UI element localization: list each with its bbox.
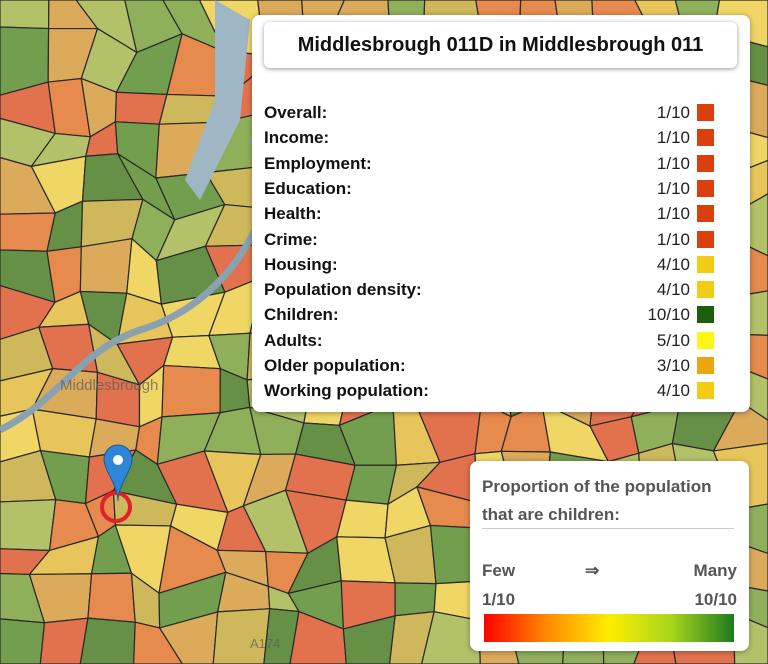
- row-score: 4/10: [656, 280, 690, 300]
- row-label: Housing:: [264, 254, 338, 274]
- row-score: 1/10: [656, 178, 690, 198]
- area[interactable]: [289, 610, 347, 664]
- score-row: Health: 1/10: [264, 203, 714, 225]
- area[interactable]: [158, 611, 219, 664]
- score-row: Overall: 1/10: [264, 102, 714, 124]
- area[interactable]: [161, 364, 221, 418]
- row-label: Employment:: [264, 153, 372, 173]
- area[interactable]: [263, 608, 300, 664]
- arrow: ⇒: [585, 561, 600, 580]
- row-swatch: [697, 382, 714, 400]
- row-label: Education:: [264, 178, 352, 198]
- row-label: Crime:: [264, 229, 318, 249]
- min-label: 1/10: [482, 590, 516, 609]
- divider: [482, 528, 734, 529]
- score-row: Adults: 5/10: [264, 330, 714, 352]
- area[interactable]: [712, 400, 768, 452]
- area[interactable]: [114, 91, 168, 125]
- pin-dot: [113, 455, 123, 465]
- score-row: Housing: 4/10: [264, 254, 714, 276]
- area[interactable]: [0, 212, 57, 252]
- panel-title: Middlesbrough 011D in Middlesbrough 011: [264, 22, 737, 68]
- score-row: Working population: 4/10: [264, 380, 714, 402]
- area[interactable]: [79, 237, 133, 294]
- row-swatch: [697, 306, 714, 324]
- high-text: Many: [693, 561, 737, 580]
- area[interactable]: [39, 617, 89, 664]
- info-panel: Middlesbrough 011D in Middlesbrough 011 …: [252, 15, 750, 412]
- legend-panel: Proportion of the population that are ch…: [470, 461, 749, 651]
- row-swatch: [697, 357, 714, 374]
- color-scale: [484, 614, 734, 642]
- row-swatch: [697, 179, 714, 197]
- row-swatch: [697, 129, 714, 147]
- row-score: 1/10: [656, 153, 690, 173]
- area[interactable]: [394, 582, 437, 617]
- row-swatch: [697, 154, 714, 172]
- score-row: Children: 10/10: [264, 304, 714, 326]
- row-label: Overall:: [264, 103, 328, 122]
- row-score: 1/10: [656, 204, 690, 224]
- row-score: 1/10: [656, 229, 690, 249]
- area[interactable]: [87, 572, 136, 623]
- location-pin[interactable]: [103, 444, 133, 502]
- row-label: Health:: [264, 204, 322, 224]
- row-score: 10/10: [647, 305, 690, 325]
- area[interactable]: [0, 499, 57, 552]
- score-row: Employment: 1/10: [264, 153, 714, 175]
- low-text: Few: [482, 561, 516, 580]
- area[interactable]: [0, 618, 46, 664]
- row-score: 4/10: [656, 254, 690, 274]
- score-row: Education: 1/10: [264, 178, 714, 200]
- row-score: 1/10: [656, 128, 690, 148]
- row-score: 1/10: [656, 103, 690, 122]
- row-label: Older population:: [264, 356, 406, 375]
- area[interactable]: [212, 608, 271, 664]
- water: [185, 0, 250, 200]
- row-swatch: [697, 205, 714, 223]
- row-swatch: [697, 230, 714, 248]
- area[interactable]: [421, 610, 481, 664]
- row-swatch: [697, 281, 714, 299]
- max-label: 10/10: [694, 590, 737, 609]
- area[interactable]: [0, 0, 50, 30]
- row-swatch: [697, 104, 714, 121]
- row-label: Adults:: [264, 330, 323, 350]
- location-ring: [100, 491, 132, 523]
- map-label: Middlesbrough: [60, 377, 158, 394]
- row-label: Income:: [264, 128, 330, 148]
- row-label: Children:: [264, 305, 339, 325]
- row-score: 5/10: [656, 330, 690, 350]
- area[interactable]: [388, 611, 435, 664]
- area[interactable]: [342, 615, 396, 664]
- score-row: Crime: 1/10: [264, 229, 714, 251]
- row-score: 3/10: [656, 356, 690, 375]
- area[interactable]: [133, 621, 184, 664]
- area[interactable]: [79, 617, 136, 664]
- row-swatch: [697, 331, 714, 349]
- row-label: Population density:: [264, 280, 422, 300]
- score-row: Income: 1/10: [264, 127, 714, 149]
- area[interactable]: [336, 499, 389, 539]
- score-row: Population density: 4/10: [264, 279, 714, 301]
- row-score: 4/10: [656, 381, 690, 401]
- row-swatch: [697, 255, 714, 273]
- map-label: A174: [250, 636, 280, 651]
- legend-title: Proportion of the population that are ch…: [482, 477, 712, 524]
- row-label: Working population:: [264, 381, 429, 401]
- score-row: Older population: 3/10: [264, 355, 714, 377]
